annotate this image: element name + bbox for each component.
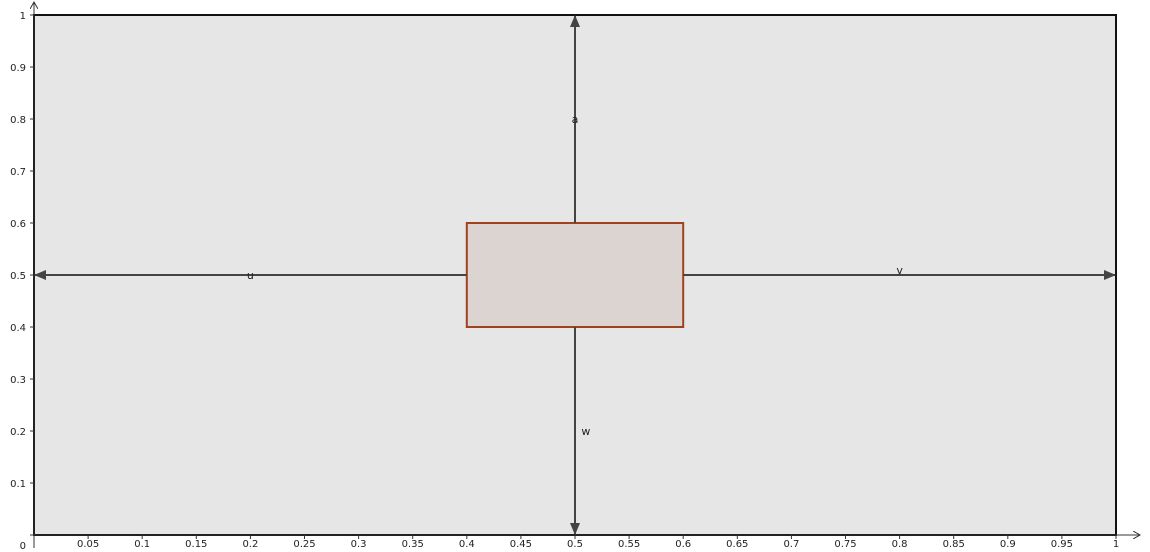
x-tick-label: 0.25 xyxy=(293,539,315,550)
y-tick-label: 0.5 xyxy=(10,271,26,282)
y-tick-label: 0.9 xyxy=(10,63,26,74)
y-tick-label: 0 xyxy=(20,541,26,552)
x-tick-label: 0.3 xyxy=(351,539,367,550)
x-tick-label: 0.45 xyxy=(510,539,532,550)
vector-a-label: a xyxy=(572,113,579,126)
x-tick-label: 0.6 xyxy=(675,539,691,550)
x-tick-label: 0.9 xyxy=(1000,539,1016,550)
vector-u-label: u xyxy=(247,269,254,282)
x-tick-label: 0.15 xyxy=(185,539,207,550)
x-tick-label: 0.5 xyxy=(567,539,583,550)
x-tick-label: 0.65 xyxy=(726,539,748,550)
y-tick-label: 0.7 xyxy=(10,167,26,178)
y-tick-label: 0.4 xyxy=(10,323,26,334)
vector-v-label: v xyxy=(896,264,903,277)
y-tick-label: 0.2 xyxy=(10,427,26,438)
y-tick-label: 0.3 xyxy=(10,375,26,386)
x-tick-label: 0.2 xyxy=(242,539,258,550)
x-tick-label: 0.75 xyxy=(834,539,856,550)
x-tick-label: 0.55 xyxy=(618,539,640,550)
y-tick-label: 0.8 xyxy=(10,115,26,126)
x-tick-label: 0.8 xyxy=(892,539,908,550)
x-tick-label: 0.1 xyxy=(134,539,150,550)
inner-rectangle xyxy=(465,222,685,328)
y-tick-label: 0.1 xyxy=(10,479,26,490)
y-tick-label: 0.6 xyxy=(10,219,26,230)
x-tick-label: 0.7 xyxy=(783,539,799,550)
x-tick-label: 0.85 xyxy=(943,539,965,550)
x-tick-label: 0.95 xyxy=(1051,539,1073,550)
x-tick-label: 0.35 xyxy=(402,539,424,550)
vector-w-label: w xyxy=(581,425,590,438)
y-tick-label: 1 xyxy=(20,11,26,22)
x-tick-label: 0.05 xyxy=(77,539,99,550)
x-tick-label: 1 xyxy=(1113,539,1119,550)
x-tick-label: 0.4 xyxy=(459,539,475,550)
